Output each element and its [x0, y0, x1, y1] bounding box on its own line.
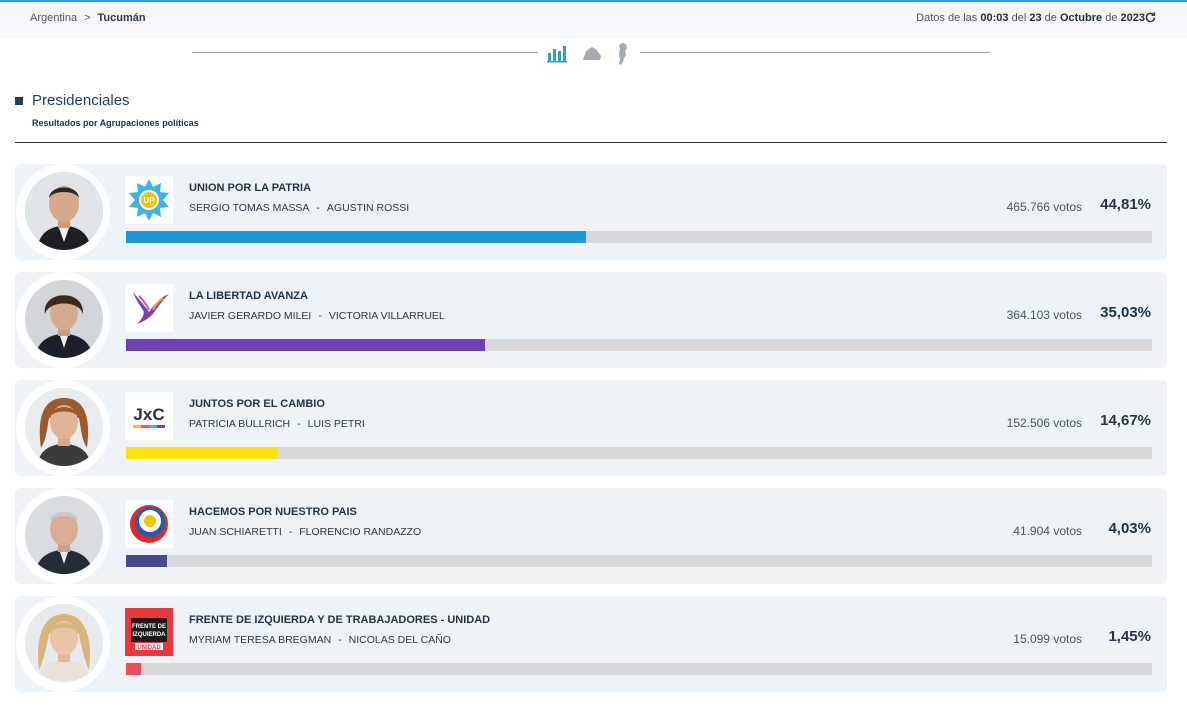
- result-card[interactable]: UP UNION POR LA PATRIA SERGIO TOMAS MASS…: [15, 164, 1167, 260]
- vote-percent: 44,81%: [1100, 196, 1151, 213]
- avatar-ring: [16, 488, 110, 584]
- timestamp-de: de: [1044, 12, 1057, 24]
- candidate-photo-icon: [25, 496, 103, 574]
- breadcrumb-separator: >: [84, 12, 91, 24]
- vote-percent: 35,03%: [1100, 304, 1151, 321]
- logo-text: JxC: [133, 405, 164, 424]
- vote-percent: 4,03%: [1108, 520, 1151, 537]
- timestamp-de: de: [1105, 12, 1118, 24]
- progress-fill: [126, 447, 277, 459]
- data-timestamp: Datos de las 00:03 del 23 de Octubre de …: [916, 12, 1145, 24]
- map-country-icon[interactable]: [614, 42, 632, 66]
- section-divider: [15, 142, 1167, 143]
- candidate-name: JUAN SCHIARETTI: [189, 526, 282, 538]
- bar-chart-icon[interactable]: [546, 42, 568, 64]
- running-mate-name: AGUSTIN ROSSI: [326, 202, 410, 214]
- progress-track: [126, 663, 1152, 675]
- result-card[interactable]: LA LIBERTAD AVANZA JAVIER GERARDO MILEI -…: [15, 272, 1167, 368]
- progress-fill: [126, 663, 141, 675]
- eagle-logo-icon: [133, 292, 169, 324]
- party-logo: [125, 500, 173, 548]
- candidate-avatar: [25, 280, 103, 358]
- candidate-avatar: [25, 496, 103, 574]
- candidate-avatar: [25, 172, 103, 250]
- result-card[interactable]: FRENTE DE IZQUIERDA UNIDAD FRENTE DE IZQ…: [15, 596, 1167, 692]
- party-logo: UP: [125, 176, 173, 224]
- candidate-name: MYRIAM TERESA BREGMAN: [189, 634, 332, 646]
- timestamp-month: Octubre: [1059, 12, 1103, 24]
- breadcrumb-root[interactable]: Argentina: [30, 12, 78, 24]
- refresh-icon[interactable]: [1144, 11, 1157, 24]
- result-card[interactable]: JxC JUNTOS POR EL CAMBIO PATRICIA BULLRI…: [15, 380, 1167, 476]
- running-mate-name: LUIS PETRI: [307, 418, 365, 430]
- section-title: Presidenciales: [32, 92, 130, 109]
- candidate-photo-icon: [25, 604, 103, 682]
- running-mate-name: VICTORIA VILLARRUEL: [328, 310, 445, 322]
- vote-percent: 14,67%: [1100, 412, 1151, 429]
- timestamp-time: 00:03: [980, 12, 1009, 24]
- candidate-avatar: [25, 604, 103, 682]
- candidate-photo-icon: [25, 172, 103, 250]
- logo-text: UP: [143, 196, 155, 205]
- timestamp-year: 2023: [1120, 12, 1145, 24]
- candidates: JAVIER GERARDO MILEI - VICTORIA VILLARRUEL: [189, 310, 445, 322]
- timestamp-del: del: [1011, 12, 1027, 24]
- avatar-ring: [16, 380, 110, 476]
- section-subtitle: Resultados por Agrupaciones políticas: [32, 118, 199, 128]
- vote-count: 465.766 votos: [1006, 200, 1082, 214]
- candidates: JUAN SCHIARETTI - FLORENCIO RANDAZZO: [189, 526, 422, 538]
- candidate-photo-icon: [25, 280, 103, 358]
- svg-text:IZQUIERDA: IZQUIERDA: [133, 632, 167, 638]
- map-region-icon[interactable]: [580, 42, 604, 64]
- progress-fill: [126, 555, 168, 567]
- party-logo: [125, 284, 173, 332]
- candidates: PATRICIA BULLRICH - LUIS PETRI: [189, 418, 365, 430]
- party-name: JUNTOS POR EL CAMBIO: [189, 398, 325, 410]
- vote-count: 364.103 votos: [1006, 308, 1082, 322]
- party-name: LA LIBERTAD AVANZA: [189, 290, 308, 302]
- candidate-name: JAVIER GERARDO MILEI: [189, 310, 312, 322]
- hacemos-logo-icon: [130, 505, 168, 543]
- candidates: MYRIAM TERESA BREGMAN - NICOLAS DEL CAÑO: [189, 634, 451, 646]
- party-name: FRENTE DE IZQUIERDA Y DE TRABAJADORES - …: [189, 614, 491, 626]
- top-bar: Argentina > Tucumán Datos de las 00:03 del…: [0, 0, 1187, 38]
- progress-fill: [126, 231, 586, 243]
- fit-logo-icon: FRENTE DE IZQUIERDA UNIDAD: [125, 608, 173, 656]
- timestamp-day: 23: [1029, 12, 1042, 24]
- jxc-logo-icon: JxC: [133, 405, 165, 428]
- timestamp-prefix: Datos de las: [916, 12, 978, 24]
- candidate-photo-icon: [25, 388, 103, 466]
- running-mate-name: NICOLAS DEL CAÑO: [348, 634, 451, 646]
- candidate-name: SERGIO TOMAS MASSA: [189, 202, 310, 214]
- candidates: SERGIO TOMAS MASSA - AGUSTIN ROSSI: [189, 202, 410, 214]
- progress-track: [126, 447, 1152, 459]
- breadcrumb-current: Tucumán: [97, 12, 146, 24]
- candidate-name: PATRICIA BULLRICH: [189, 418, 291, 430]
- vote-count: 152.506 votos: [1006, 416, 1082, 430]
- svg-text:FRENTE DE: FRENTE DE: [132, 624, 166, 630]
- avatar-ring: [16, 596, 110, 692]
- candidate-avatar: [25, 388, 103, 466]
- party-logo: FRENTE DE IZQUIERDA UNIDAD: [125, 608, 173, 656]
- sun-logo-icon: UP: [129, 179, 169, 221]
- running-mate-name: FLORENCIO RANDAZZO: [299, 526, 422, 538]
- party-name: HACEMOS POR NUESTRO PAIS: [189, 506, 357, 518]
- result-card[interactable]: HACEMOS POR NUESTRO PAIS JUAN SCHIARETTI…: [15, 488, 1167, 584]
- avatar-ring: [16, 272, 110, 368]
- progress-fill: [126, 339, 486, 351]
- progress-track: [126, 231, 1152, 243]
- vote-count: 41.904 votos: [1013, 524, 1082, 538]
- progress-track: [126, 339, 1152, 351]
- divider-right: [640, 52, 990, 53]
- progress-track: [126, 555, 1152, 567]
- svg-text:UNIDAD: UNIDAD: [137, 645, 161, 651]
- vote-percent: 1,45%: [1108, 628, 1151, 645]
- party-logo: JxC: [125, 392, 173, 440]
- breadcrumb: Argentina > Tucumán: [30, 12, 146, 24]
- section-marker: [15, 97, 23, 105]
- divider-left: [192, 52, 538, 53]
- avatar-ring: [16, 164, 110, 260]
- vote-count: 15.099 votos: [1013, 632, 1082, 646]
- party-name: UNION POR LA PATRIA: [189, 182, 312, 194]
